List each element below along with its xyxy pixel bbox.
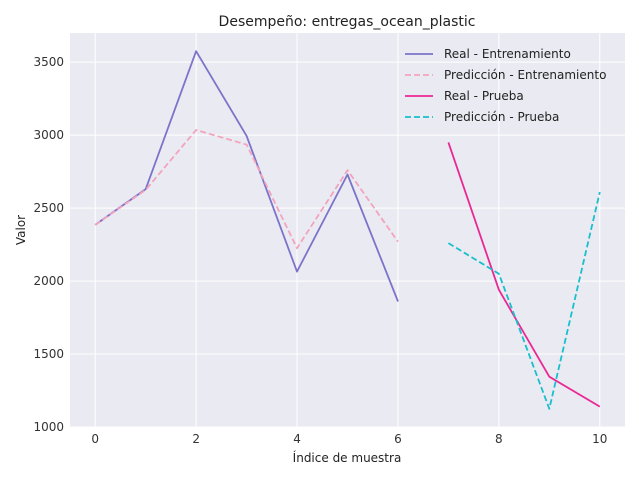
legend-label: Predicción - Prueba: [444, 110, 559, 124]
series-line-3: [447, 142, 601, 408]
x-tick-label: 8: [495, 432, 503, 446]
series-layer: [94, 50, 601, 410]
chart-title: Desempeño: entregas_ocean_plastic: [219, 14, 476, 30]
x-tick-label: 2: [192, 432, 200, 446]
x-tick-label: 0: [91, 432, 99, 446]
legend-label: Real - Prueba: [444, 89, 524, 103]
legend-label: Predicción - Entrenamiento: [444, 68, 606, 82]
series-line-4: [447, 191, 601, 410]
x-tick-label: 6: [394, 432, 402, 446]
series-line-2: [94, 129, 399, 250]
y-tick-label: 1000: [33, 420, 64, 434]
y-tick-label: 3000: [33, 128, 64, 142]
y-tick-label: 2500: [33, 201, 64, 215]
x-tick-label: 10: [592, 432, 607, 446]
series-line-1: [94, 50, 399, 302]
x-tick-label: 4: [293, 432, 301, 446]
y-axis-label: Valor: [14, 215, 28, 245]
grid: [70, 33, 625, 428]
y-tick-label: 3500: [33, 55, 64, 69]
tick-labels: 0 2 4 6 8 10 1000 1500 2000 2500 3000 3500: [33, 55, 607, 446]
y-tick-label: 2000: [33, 274, 64, 288]
legend: Real - Entrenamiento Predicción - Entrena…: [405, 47, 606, 124]
plot-background: [70, 33, 625, 427]
y-tick-label: 1500: [33, 347, 64, 361]
legend-label: Real - Entrenamiento: [444, 47, 571, 61]
x-axis-label: Índice de muestra: [293, 450, 402, 465]
